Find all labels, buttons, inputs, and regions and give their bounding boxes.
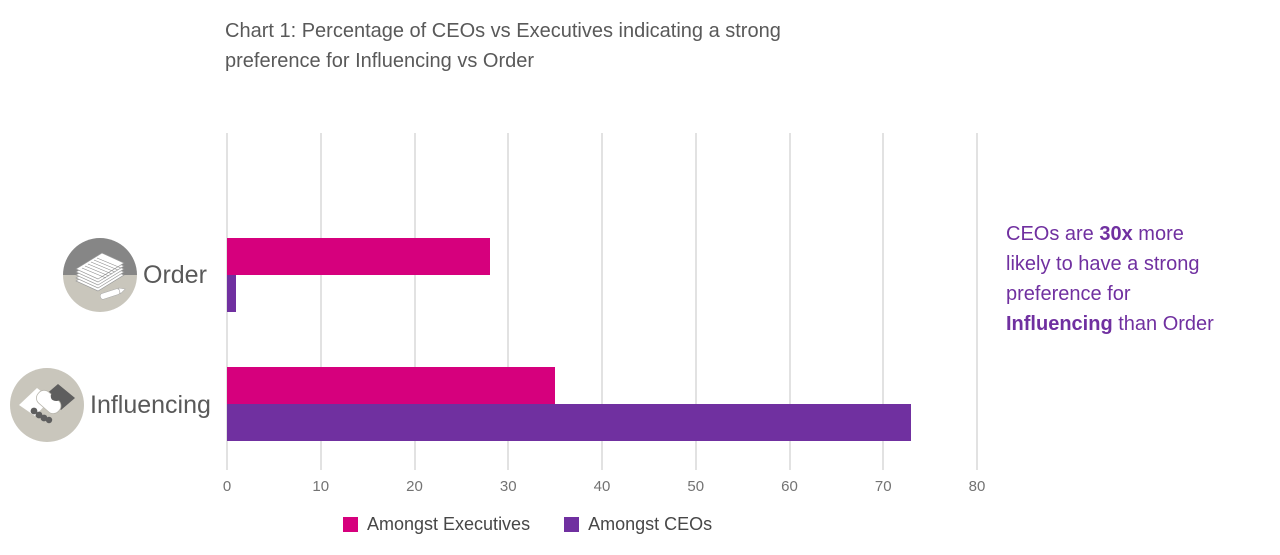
callout-line: preference for	[1006, 283, 1131, 305]
gridline-x-30	[507, 133, 510, 470]
gridline-x-50	[694, 133, 697, 470]
legend-item-amongst-executives: Amongst Executives	[343, 514, 530, 535]
legend-item-amongst-ceos: Amongst CEOs	[564, 514, 712, 535]
legend-swatch-amongst-ceos	[564, 517, 580, 532]
category-label-order: Order	[143, 260, 207, 289]
gridline-x-80	[976, 133, 978, 470]
bar-order-amongst-executives	[227, 238, 490, 275]
x-tick-label-70: 70	[874, 478, 892, 495]
x-tick-label-80: 80	[968, 478, 986, 495]
legend: Amongst Executives Amongst CEOs	[343, 514, 712, 535]
callout-line: Influencing than Order	[1006, 313, 1214, 335]
plot-area: 0 10 20 30 40 50 60 70 80	[223, 133, 985, 495]
legend-label-amongst-executives: Amongst Executives	[367, 514, 531, 534]
legend-label-amongst-ceos: Amongst CEOs	[588, 514, 713, 534]
x-tick-label-10: 10	[312, 478, 330, 495]
x-tick-label-50: 50	[687, 478, 705, 495]
papers-icon	[62, 237, 138, 313]
x-tick-label-0: 0	[222, 478, 232, 495]
category-order: Order	[62, 237, 207, 313]
gridline-x-60	[788, 133, 791, 470]
x-tick-label-60: 60	[781, 478, 798, 495]
legend-swatch-amongst-executives	[343, 517, 358, 532]
callout-line: CEOs are 30x more	[1006, 223, 1184, 245]
category-label-influencing: Influencing	[90, 390, 211, 419]
gridline-x-40	[601, 133, 603, 470]
bar-influencing-amongst-ceos	[227, 404, 912, 441]
x-tick-label-40: 40	[593, 478, 611, 495]
callout-line: likely to have a strong	[1006, 253, 1200, 275]
handshake-icon	[9, 367, 85, 443]
x-tick-label-30: 30	[499, 478, 517, 495]
gridline-x-10	[319, 133, 322, 470]
gridline-x-20	[413, 133, 416, 470]
x-tick-label-20: 20	[406, 478, 423, 495]
chart-title: Chart 1: Percentage of CEOs vs Executive…	[225, 20, 781, 72]
callout-text: CEOs are 30x more likely to have a strong…	[1006, 219, 1276, 339]
gridline-x-70	[882, 133, 885, 470]
bar-influencing-amongst-executives	[227, 367, 556, 404]
category-influencing: Influencing	[9, 367, 211, 443]
bar-order-amongst-ceos	[227, 275, 237, 312]
